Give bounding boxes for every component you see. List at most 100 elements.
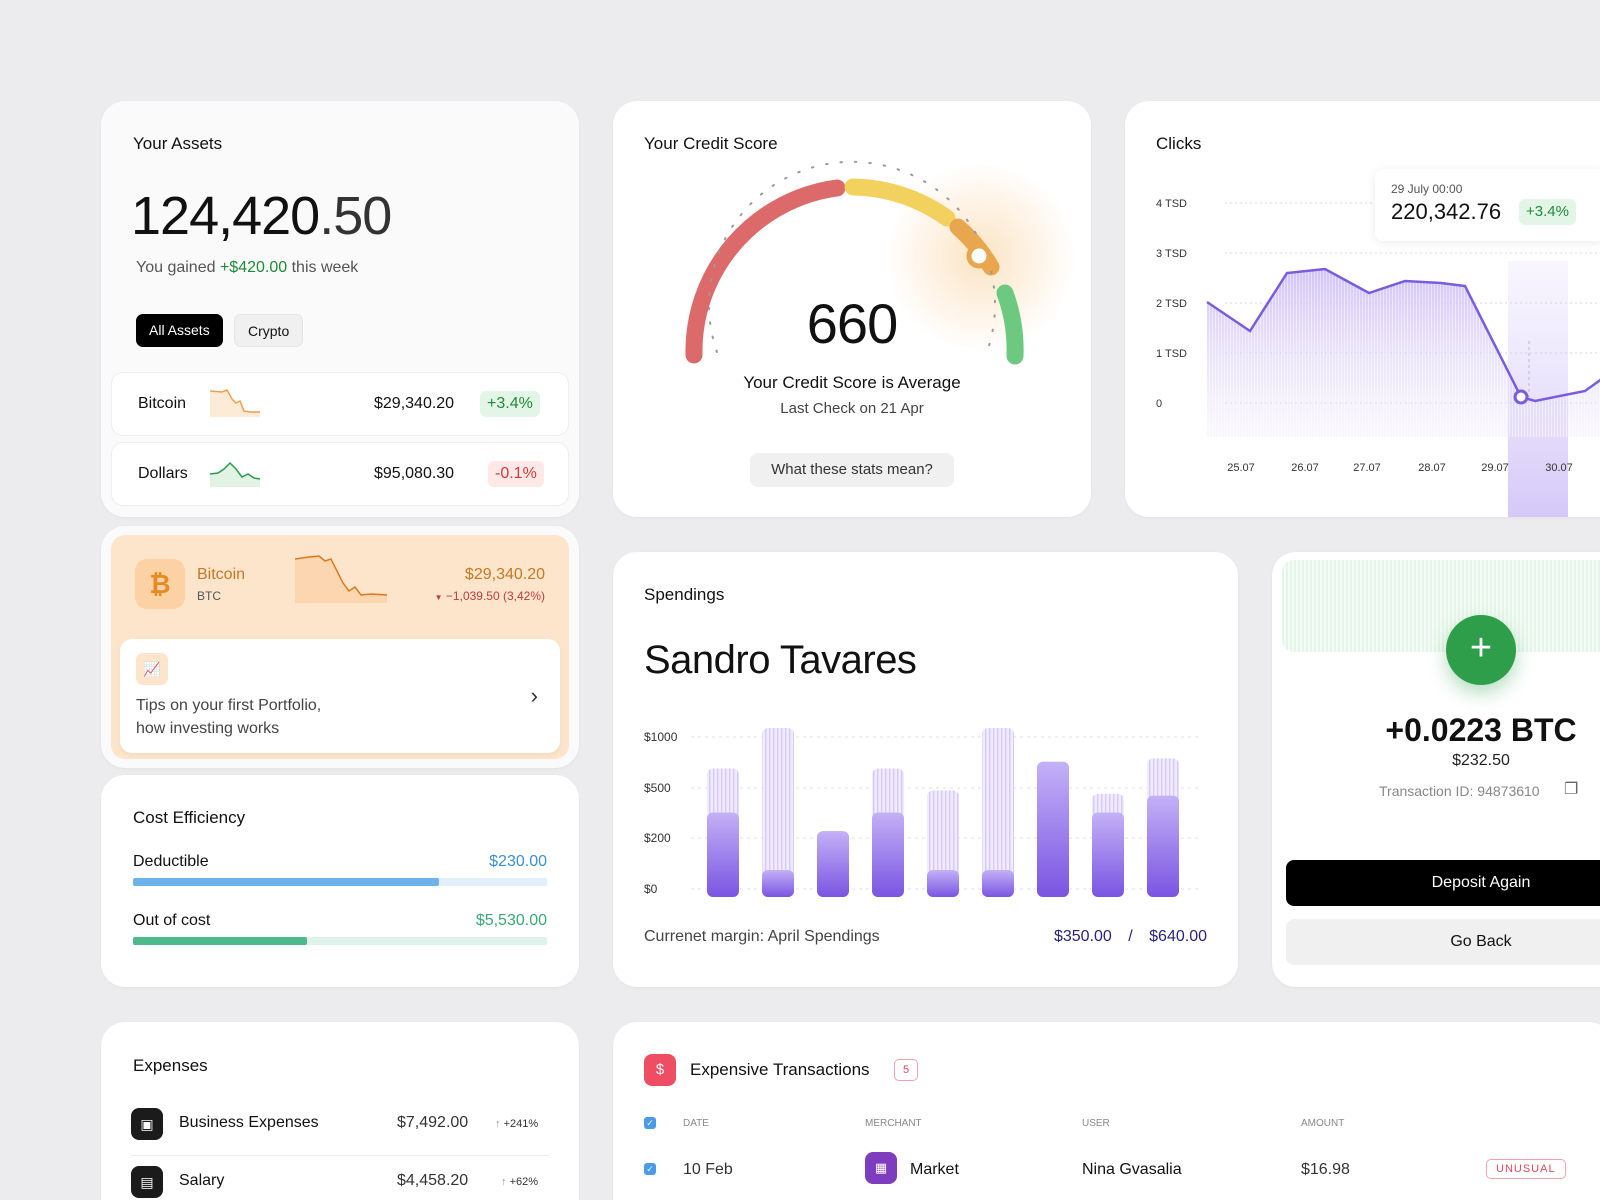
expense-row-business[interactable]: ▣ Business Expenses $7,492.00 ↑ +241% bbox=[131, 1100, 549, 1156]
asset-change-badge: +3.4% bbox=[480, 391, 540, 417]
asset-row-dollars[interactable]: Dollars $95,080.30 -0.1% bbox=[111, 442, 569, 506]
y-tick-label: 1 TSD bbox=[1156, 348, 1187, 360]
row-checkbox[interactable]: ✓ bbox=[644, 1163, 656, 1175]
header-amount[interactable]: AMOUNT bbox=[1301, 1118, 1345, 1129]
tips-line-2: how investing works bbox=[136, 720, 280, 737]
expenses-card: Expenses ▣ Business Expenses $7,492.00 ↑… bbox=[101, 1022, 579, 1200]
x-tick-label: 28.07 bbox=[1418, 462, 1446, 474]
go-back-button[interactable]: Go Back bbox=[1286, 919, 1600, 965]
spendings-card: Spendings Sandro Tavares $1000 $500 $200 $0… bbox=[613, 552, 1238, 987]
header-date[interactable]: DATE bbox=[683, 1118, 709, 1129]
deposit-amount: +0.0223 BTC bbox=[1385, 712, 1577, 748]
bitcoin-name: Bitcoin bbox=[197, 566, 246, 583]
asset-value: $95,080.30 bbox=[374, 465, 455, 482]
expense-label: Salary bbox=[179, 1172, 225, 1189]
header-user[interactable]: USER bbox=[1082, 1118, 1110, 1129]
dollar-icon: $ bbox=[644, 1054, 676, 1086]
wallet-icon: ▤ bbox=[131, 1166, 163, 1198]
cost-title: Cost Efficiency bbox=[133, 808, 246, 827]
deductible-label: Deductible bbox=[133, 853, 209, 870]
expense-change: ↑ +62% bbox=[501, 1176, 539, 1188]
deposit-again-button[interactable]: Deposit Again bbox=[1286, 860, 1600, 906]
spendings-margin-label: Currenet margin: April Spendings bbox=[644, 928, 880, 945]
spend-bar-ghost bbox=[762, 728, 794, 897]
expenses-title: Expenses bbox=[133, 1056, 208, 1075]
spend-bar[interactable] bbox=[1037, 761, 1069, 897]
unusual-badge: UNUSUAL bbox=[1486, 1159, 1566, 1179]
x-tick-label: 30.07 bbox=[1545, 462, 1573, 474]
arrow-up-icon: ↑ bbox=[495, 1118, 501, 1130]
x-tick-label: 26.07 bbox=[1291, 462, 1319, 474]
bitcoin-change: ▼ −1,039.50 (3,42%) bbox=[434, 589, 545, 603]
y-tick-label: $200 bbox=[644, 831, 671, 845]
bitcoin-panel: ₿ Bitcoin BTC $29,340.20 ▼ −1,039.50 (3,… bbox=[111, 535, 569, 759]
row-amount: $16.98 bbox=[1301, 1161, 1350, 1178]
spendings-chart: $1000 $500 $200 $0 bbox=[644, 728, 1198, 898]
credit-gauge bbox=[685, 160, 1076, 365]
tab-crypto[interactable]: Crypto bbox=[234, 314, 304, 347]
x-tick-label: 29.07 bbox=[1481, 462, 1509, 474]
spend-bar[interactable] bbox=[762, 869, 794, 897]
row-user: Nina Gvasalia bbox=[1082, 1161, 1182, 1178]
clicks-highlight-point bbox=[1513, 389, 1529, 405]
transactions-title: Expensive Transactions bbox=[690, 1060, 870, 1079]
spend-bar[interactable] bbox=[707, 812, 739, 898]
copy-icon[interactable]: ❐ bbox=[1564, 781, 1579, 798]
asset-row-bitcoin[interactable]: Bitcoin $29,340.20 +3.4% bbox=[111, 372, 569, 436]
tooltip-change-badge: +3.4% bbox=[1519, 199, 1576, 225]
spend-bar[interactable] bbox=[927, 869, 959, 897]
bitcoin-price: $29,340.20 bbox=[464, 566, 545, 583]
y-tick-label: $0 bbox=[644, 882, 658, 896]
out-of-cost-fill bbox=[133, 937, 307, 945]
assets-gain: You gained +$420.00 this week bbox=[136, 259, 359, 276]
credit-status: Your Credit Score is Average bbox=[743, 373, 961, 392]
bitcoin-symbol: BTC bbox=[197, 589, 221, 603]
spendings-total: $640.00 bbox=[1149, 928, 1207, 945]
bitcoin-logo-icon: ₿ bbox=[135, 559, 185, 609]
credit-stats-button[interactable]: What these stats mean? bbox=[750, 453, 954, 487]
clicks-card: Clicks 4 TSD 3 TSD 2 TSD 1 TSD 0 25.07 26.07 27… bbox=[1125, 101, 1600, 517]
tips-line-1: Tips on your first Portfolio, bbox=[136, 697, 322, 714]
transactions-card: $ Expensive Transactions 5 ✓ DATE MERCHA… bbox=[613, 1022, 1600, 1200]
deposit-card: + +0.0223 BTC $232.50 Transaction ID: 94… bbox=[1272, 552, 1600, 987]
row-merchant: Market bbox=[910, 1161, 959, 1178]
credit-title: Your Credit Score bbox=[644, 134, 778, 153]
asset-name: Dollars bbox=[138, 465, 188, 482]
briefcase-icon: ▣ bbox=[131, 1108, 163, 1140]
tips-card[interactable]: 📈 Tips on your first Portfolio, how inve… bbox=[120, 639, 560, 753]
tab-all-assets[interactable]: All Assets bbox=[136, 314, 223, 347]
expense-value: $7,492.00 bbox=[397, 1114, 469, 1131]
expense-row-salary[interactable]: ▤ Salary $4,458.20 ↑ +62% bbox=[131, 1158, 549, 1200]
deductible-fill bbox=[133, 878, 439, 886]
clicks-title: Clicks bbox=[1156, 134, 1202, 153]
table-row[interactable]: ✓ 10 Feb ▦ Market Nina Gvasalia $16.98 U… bbox=[613, 1152, 1600, 1200]
clicks-chart: 4 TSD 3 TSD 2 TSD 1 TSD 0 25.07 26.07 27.07 28.0… bbox=[1156, 198, 1600, 517]
credit-last-check: Last Check on 21 Apr bbox=[780, 400, 924, 417]
bitcoin-card: ₿ Bitcoin BTC $29,340.20 ▼ −1,039.50 (3,… bbox=[101, 526, 579, 768]
transaction-id: Transaction ID: 94873610 bbox=[1379, 783, 1540, 799]
out-of-cost-track bbox=[133, 937, 547, 945]
bitcoin-sparkline bbox=[210, 389, 260, 417]
plus-icon[interactable]: + bbox=[1446, 615, 1516, 685]
out-of-cost-value: $5,530.00 bbox=[475, 912, 547, 929]
cost-efficiency-card: Cost Efficiency Deductible $230.00 Out o… bbox=[101, 775, 579, 987]
clicks-tooltip: 29 July 00:00 220,342.76 +3.4% bbox=[1375, 169, 1600, 241]
header-merchant[interactable]: MERCHANT bbox=[865, 1118, 922, 1129]
out-of-cost-label: Out of cost bbox=[133, 912, 211, 929]
spend-bar[interactable] bbox=[1147, 795, 1179, 897]
select-all-checkbox[interactable]: ✓ bbox=[644, 1117, 656, 1129]
x-tick-label: 27.07 bbox=[1353, 462, 1381, 474]
chevron-right-icon[interactable]: › bbox=[530, 683, 538, 708]
y-tick-label: $500 bbox=[644, 781, 671, 795]
spend-bar[interactable] bbox=[817, 831, 849, 897]
transactions-count-badge: 5 bbox=[894, 1059, 918, 1081]
tooltip-value: 220,342.76 bbox=[1391, 199, 1502, 224]
spend-bar[interactable] bbox=[872, 812, 904, 898]
spend-bar[interactable] bbox=[982, 869, 1014, 897]
x-tick-label: 25.07 bbox=[1227, 462, 1255, 474]
y-tick-label: $1000 bbox=[644, 730, 678, 744]
y-tick-label: 2 TSD bbox=[1156, 298, 1187, 310]
deposit-usd: $232.50 bbox=[1452, 752, 1510, 769]
expense-value: $4,458.20 bbox=[397, 1172, 469, 1189]
spend-bar[interactable] bbox=[1092, 812, 1124, 898]
